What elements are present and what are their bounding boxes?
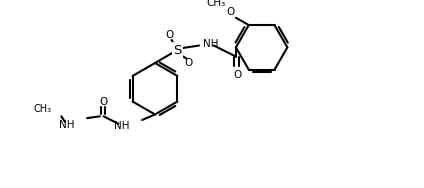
Text: S: S (173, 44, 181, 57)
Text: NH: NH (203, 39, 218, 49)
Text: CH₃: CH₃ (34, 104, 52, 114)
Text: NH: NH (59, 120, 74, 130)
Text: O: O (234, 70, 242, 80)
Text: O: O (99, 97, 108, 107)
Text: O: O (166, 30, 174, 40)
Text: CH₃: CH₃ (206, 0, 225, 8)
Text: O: O (184, 58, 192, 68)
Text: O: O (226, 7, 234, 17)
Text: NH: NH (114, 121, 129, 131)
